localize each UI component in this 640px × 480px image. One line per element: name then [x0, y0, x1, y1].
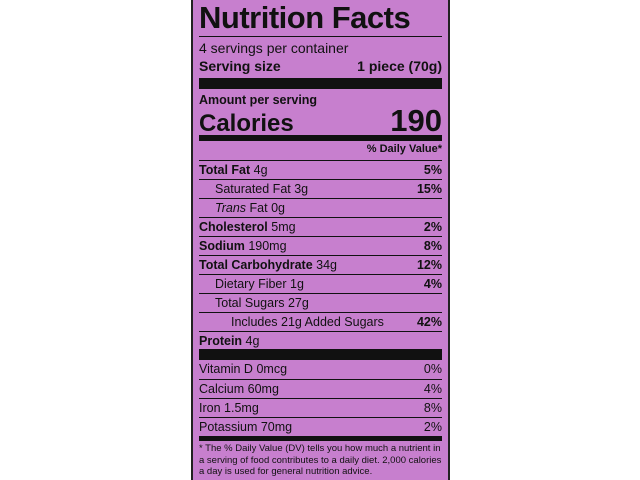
nutrient-row: Iron 1.5mg 8%	[199, 398, 442, 417]
nutrient: Cholesterol 5mg	[199, 220, 296, 234]
nutrient-amount: 27g	[287, 296, 309, 310]
nutrient-name: Calcium	[199, 382, 245, 396]
nutrient-row: Includes 21g Added Sugars 42%	[199, 312, 442, 331]
thick-rule	[199, 78, 442, 89]
nutrient-row: Sodium 190mg 8%	[199, 236, 442, 255]
servings: 4 servings per container	[199, 40, 349, 56]
nutrient-name: Total Sugars	[215, 296, 285, 310]
footnote: * The % Daily Value (DV) tells you how m…	[199, 443, 442, 477]
daily-value: 4%	[423, 277, 442, 291]
nutrient-row: Total Sugars 27g	[199, 293, 442, 312]
nutrient-amount: 1.5mg	[224, 401, 259, 415]
nutrient: Iron 1.5mg	[199, 401, 259, 415]
nutrient-name: Fat	[249, 201, 268, 215]
medium-rule	[199, 436, 442, 441]
nutrient: Protein 4g	[199, 334, 259, 348]
nutrient: Total Carbohydrate 34g	[199, 258, 337, 272]
nutrient: Trans Fat 0g	[199, 201, 285, 215]
daily-value: 2%	[423, 420, 442, 434]
nutrient: Potassium 70mg	[199, 420, 292, 434]
daily-value: 15%	[416, 182, 442, 196]
nutrient: Total Fat 4g	[199, 163, 268, 177]
nutrient-row: Cholesterol 5mg 2%	[199, 217, 442, 236]
nutrient-name: Includes 21g Added Sugars	[231, 315, 384, 329]
nutrient-amount: 190mg	[248, 239, 287, 253]
nutrient-row: Calcium 60mg 4%	[199, 379, 442, 398]
amount-per-serving: Amount per serving	[199, 93, 318, 107]
nutrient: Saturated Fat 3g	[199, 182, 308, 196]
nutrient: Dietary Fiber 1g	[199, 277, 304, 291]
nutrient: Includes 21g Added Sugars	[199, 315, 384, 329]
serving-size-value: 1 piece (70g)	[357, 58, 442, 74]
nutrient-name: Total Carbohydrate	[199, 258, 313, 272]
daily-value: 0%	[423, 362, 442, 376]
nutrient-amount: 60mg	[247, 382, 279, 396]
nutrient-name: Dietary Fiber	[215, 277, 287, 291]
nutrient: Sodium 190mg	[199, 239, 287, 253]
nutrient: Vitamin D 0mcg	[199, 362, 287, 376]
nutrient-amount: 0mcg	[256, 362, 288, 376]
nutrient-row: Protein 4g	[199, 331, 442, 350]
daily-value: 5%	[423, 163, 442, 177]
nutrient-amount: 3g	[294, 182, 309, 196]
nutrient-row: Total Carbohydrate 34g 12%	[199, 255, 442, 274]
serving-size: Serving size 1 piece (70g)	[199, 58, 442, 74]
medium-rule	[199, 135, 442, 141]
thick-rule	[199, 349, 442, 360]
daily-value: 2%	[423, 220, 442, 234]
nutrient-name: Sodium	[199, 239, 245, 253]
title: Nutrition Facts	[199, 0, 411, 35]
nutrient-prefix: Trans	[215, 201, 247, 215]
nutrient-amount: 5mg	[271, 220, 296, 234]
nutrient-amount: 4g	[245, 334, 260, 348]
calories-value: 190	[390, 103, 442, 138]
nutrient-row: Saturated Fat 3g 15%	[199, 179, 442, 198]
nutrient: Calcium 60mg	[199, 382, 279, 396]
daily-value: 42%	[416, 315, 442, 329]
calories: Calories 190	[199, 103, 442, 139]
daily-value: 8%	[423, 239, 442, 253]
nutrient-name: Total Fat	[199, 163, 251, 177]
nutrient-row: Vitamin D 0mcg 0%	[199, 360, 442, 378]
nutrient-amount: 0g	[271, 201, 285, 215]
nutrient-amount: 1g	[290, 277, 304, 291]
daily-value: 8%	[423, 401, 442, 415]
daily-value: 4%	[423, 382, 442, 396]
daily-value: 12%	[416, 258, 442, 272]
dv-header: % Daily Value*	[366, 143, 442, 155]
nutrient-row: Potassium 70mg 2%	[199, 417, 442, 436]
rule	[199, 36, 442, 37]
nutrient-amount: 34g	[316, 258, 338, 272]
serving-size-label: Serving size	[199, 58, 281, 74]
nutrient-row: Total Fat 4g 5%	[199, 160, 442, 179]
nutrient-name: Potassium	[199, 420, 258, 434]
nutrient-name: Protein	[199, 334, 243, 348]
nutrient-row: Dietary Fiber 1g 4%	[199, 274, 442, 293]
nutrient-name: Vitamin D	[199, 362, 253, 376]
nutrient-name: Iron	[199, 401, 221, 415]
calories-label: Calories	[199, 110, 294, 137]
nutrient-amount: 4g	[253, 163, 268, 177]
nutrient-amount: 70mg	[260, 420, 293, 434]
nutrient-row: Trans Fat 0g	[199, 198, 442, 217]
nutrient: Total Sugars 27g	[199, 296, 309, 310]
nutrition-label: Nutrition Facts 4 servings per container…	[191, 0, 450, 480]
nutrient-name: Cholesterol	[199, 220, 268, 234]
nutrient-name: Saturated Fat	[215, 182, 291, 196]
